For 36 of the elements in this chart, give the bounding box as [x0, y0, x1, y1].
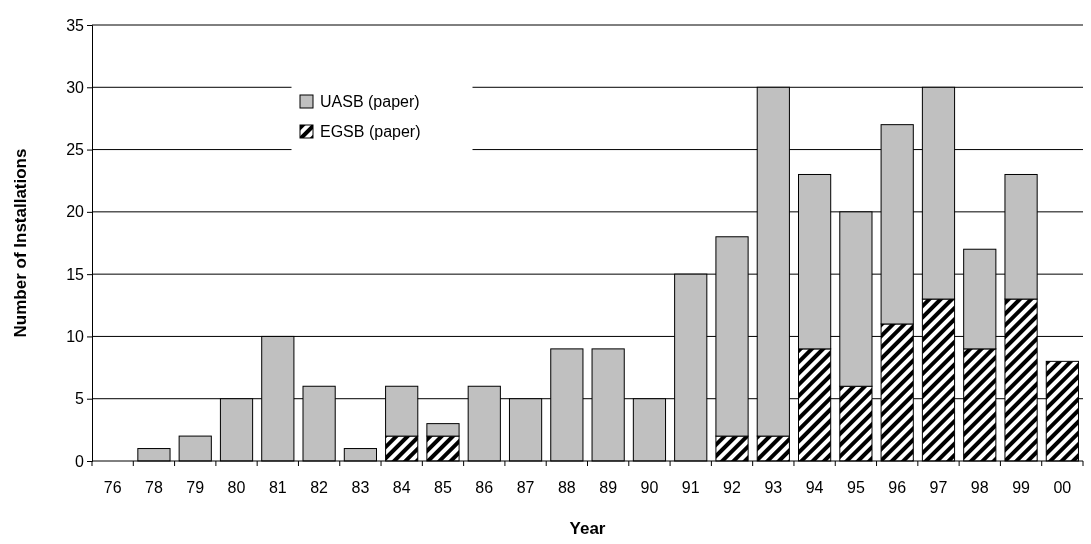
y-tick-label: 0 — [75, 452, 85, 470]
x-tick-label: 98 — [970, 479, 989, 496]
x-tick-label: 85 — [434, 479, 452, 496]
x-tick-label: 84 — [392, 479, 411, 496]
y-tick-label: 25 — [66, 141, 85, 159]
x-tick-label: 93 — [764, 479, 783, 496]
x-tick-label: 96 — [888, 479, 907, 496]
x-tick-label: 99 — [1012, 479, 1031, 496]
legend-label: EGSB (paper) — [320, 123, 421, 140]
legend-label: UASB (paper) — [320, 93, 420, 110]
x-tick-label: 83 — [351, 479, 370, 496]
x-tick-label: 86 — [475, 479, 494, 496]
x-tick-label: 81 — [268, 479, 287, 496]
x-tick-label: 76 — [103, 479, 122, 496]
x-tick-label: 91 — [681, 479, 700, 496]
x-tick-label: 79 — [186, 479, 205, 496]
x-tick-label: 87 — [516, 479, 535, 496]
x-tick-label: 89 — [599, 479, 618, 496]
x-tick-label: 00 — [1053, 479, 1072, 496]
y-axis-title: Number of Installations — [11, 148, 30, 338]
x-tick-label: 94 — [805, 479, 824, 496]
y-tick-label: 20 — [66, 203, 85, 221]
x-axis-title: Year — [569, 519, 606, 538]
y-tick-label: 35 — [66, 16, 85, 34]
x-tick-label: 90 — [640, 479, 659, 496]
x-tick-label: 82 — [310, 479, 329, 496]
y-tick-label: 10 — [66, 328, 85, 346]
x-tick-label: 80 — [227, 479, 246, 496]
x-tick-label: 88 — [557, 479, 576, 496]
y-tick-label: 15 — [66, 265, 85, 283]
x-tick-label: 92 — [723, 479, 742, 496]
y-tick-label: 5 — [75, 390, 85, 408]
x-tick-label: 97 — [929, 479, 948, 496]
y-tick-label: 30 — [66, 78, 85, 96]
x-tick-label: 95 — [847, 479, 865, 496]
x-tick-label: 78 — [145, 479, 163, 496]
